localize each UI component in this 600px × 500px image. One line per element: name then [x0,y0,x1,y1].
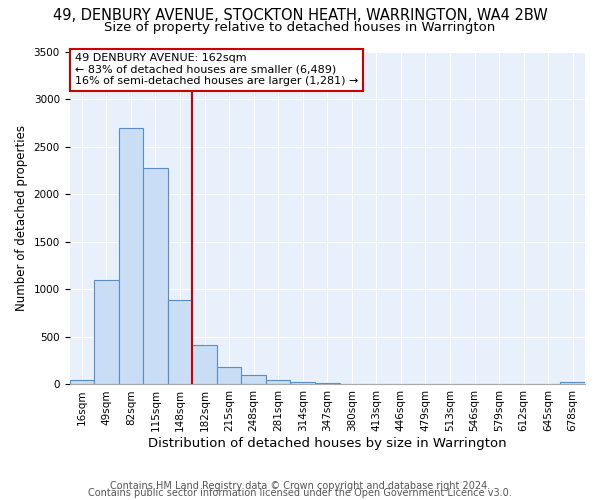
Bar [168,300,192,384]
Bar [560,382,585,384]
Text: Contains public sector information licensed under the Open Government Licence v3: Contains public sector information licen… [88,488,512,498]
Bar [70,380,94,384]
Bar [143,168,168,384]
Bar [241,375,266,384]
Text: Size of property relative to detached houses in Warrington: Size of property relative to detached ho… [104,21,496,34]
Text: 49, DENBURY AVENUE, STOCKTON HEATH, WARRINGTON, WA4 2BW: 49, DENBURY AVENUE, STOCKTON HEATH, WARR… [53,8,547,22]
Bar [315,382,340,384]
Text: Contains HM Land Registry data © Crown copyright and database right 2024.: Contains HM Land Registry data © Crown c… [110,481,490,491]
X-axis label: Distribution of detached houses by size in Warrington: Distribution of detached houses by size … [148,437,506,450]
Bar [94,280,119,384]
Bar [217,367,241,384]
Y-axis label: Number of detached properties: Number of detached properties [15,125,28,311]
Bar [192,344,217,385]
Text: 49 DENBURY AVENUE: 162sqm
← 83% of detached houses are smaller (6,489)
16% of se: 49 DENBURY AVENUE: 162sqm ← 83% of detac… [74,53,358,86]
Bar [119,128,143,384]
Bar [266,380,290,384]
Bar [290,382,315,384]
